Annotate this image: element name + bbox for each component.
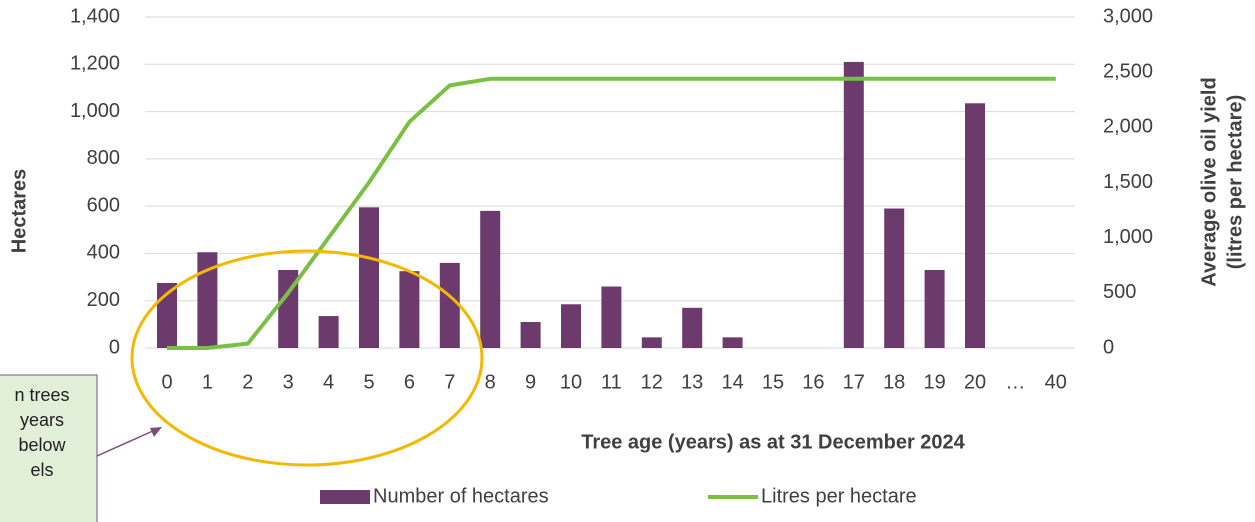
arrow-head	[150, 427, 162, 437]
x-tick-label: 0	[161, 371, 172, 393]
y2-tick-label: 2,500	[1103, 60, 1153, 82]
y2-tick-label: 1,000	[1103, 226, 1153, 248]
x-tick-label: 2	[242, 371, 253, 393]
y2-tick-label: 2,000	[1103, 116, 1153, 138]
x-tick-label: 6	[404, 371, 415, 393]
bar	[318, 316, 339, 348]
x-tick-label: 10	[560, 371, 582, 393]
x-tick-label: …	[1005, 371, 1025, 393]
y-tick-label: 800	[87, 147, 120, 169]
bar	[843, 61, 864, 349]
x-tick-label: 19	[923, 371, 945, 393]
y-tick-label: 1,400	[70, 5, 120, 27]
legend-label: Litres per hectare	[761, 485, 917, 507]
x-tick-label: 15	[762, 371, 784, 393]
bar	[722, 337, 743, 348]
y2-tick-label: 1,500	[1103, 171, 1153, 193]
y-tick-label: 400	[87, 242, 120, 264]
legend-swatch	[320, 490, 370, 504]
bar	[965, 103, 985, 349]
legend-label: Number of hectares	[373, 485, 549, 507]
y-tick-label: 200	[87, 289, 120, 311]
x-tick-label: 17	[843, 371, 865, 393]
annotation-box	[0, 374, 98, 522]
bar	[399, 271, 420, 348]
y2-axis-title: Average olive oil yield	[1198, 77, 1220, 286]
x-tick-label: 8	[485, 371, 496, 393]
bar	[561, 304, 581, 348]
x-tick-label: 3	[283, 371, 294, 393]
line	[167, 76, 1056, 350]
annotation-text: n trees	[14, 385, 69, 405]
x-tick-label: 40	[1045, 371, 1067, 393]
y-tick-label: 0	[109, 336, 120, 358]
y2-axis-title: (litres per hectare)	[1224, 95, 1246, 270]
x-tick-label: 1	[202, 371, 213, 393]
y2-tick-label: 500	[1103, 281, 1136, 303]
x-tick-label: 14	[721, 371, 743, 393]
y-axis-title: Hectares	[8, 169, 30, 254]
y2-tick-label: 0	[1103, 336, 1114, 358]
bar	[439, 262, 460, 348]
bar	[197, 252, 218, 348]
bar	[884, 208, 905, 348]
highlight-ellipse	[130, 249, 484, 467]
y-tick-label: 1,200	[70, 53, 120, 75]
annotation-text: years	[20, 410, 64, 430]
bar	[601, 286, 622, 348]
bar	[520, 321, 541, 348]
x-tick-label: 12	[641, 371, 663, 393]
bar	[480, 210, 501, 348]
bar	[924, 269, 945, 348]
annotation-text: below	[18, 435, 66, 455]
x-tick-label: 16	[802, 371, 824, 393]
x-tick-label: 9	[525, 371, 536, 393]
x-tick-label: 7	[444, 371, 455, 393]
y2-tick-label: 3,000	[1103, 5, 1153, 27]
annotation-text: els	[30, 460, 53, 480]
y-tick-label: 1,000	[70, 100, 120, 122]
x-tick-label: 5	[363, 371, 374, 393]
annotation-arrow	[96, 429, 156, 457]
x-axis-title: Tree age (years) as at 31 December 2024	[581, 431, 965, 453]
x-tick-label: 18	[883, 371, 905, 393]
x-tick-label: 11	[601, 371, 622, 393]
bar	[278, 269, 299, 348]
bar	[359, 207, 379, 348]
x-tick-label: 13	[681, 371, 703, 393]
y-tick-label: 600	[87, 194, 120, 216]
x-tick-label: 20	[964, 371, 986, 393]
bar	[641, 337, 662, 348]
x-tick-label: 4	[323, 371, 334, 393]
bar	[682, 307, 703, 348]
